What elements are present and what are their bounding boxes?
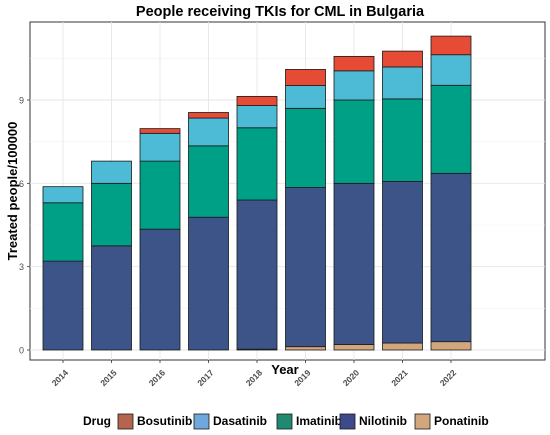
bar-segment-dasatinib-2022	[430, 54, 472, 86]
chart-title: People receiving TKIs for CML in Bulgari…	[136, 4, 425, 20]
legend-swatch-nilotinib	[339, 413, 356, 430]
x-tick-label: 2018	[244, 367, 265, 388]
bar-segment-imatinib-2021	[382, 98, 423, 182]
x-tick-label: 2014	[50, 367, 71, 388]
bar-segment-nilotinib-2021	[382, 180, 423, 344]
bar-segment-bosutinib-2019	[285, 69, 326, 86]
bar-segment-dasatinib-2016	[139, 132, 181, 162]
legend-swatch-dasatinib	[193, 413, 210, 430]
x-axis-title: Year	[271, 362, 298, 377]
bar-segment-imatinib-2015	[91, 182, 132, 247]
x-tick-label: 2020	[341, 367, 362, 388]
bar-segment-dasatinib-2015	[91, 160, 132, 184]
bar-segment-bosutinib-2017	[188, 112, 229, 119]
legend-label-imatinib: Imatinib	[296, 414, 342, 428]
y-tick-label: 9	[19, 96, 24, 106]
bar-segment-imatinib-2014	[42, 202, 84, 262]
bar-segment-dasatinib-2020	[333, 70, 375, 101]
bar-segment-ponatinib-2019	[285, 346, 326, 351]
bar-segment-ponatinib-2020	[333, 344, 375, 351]
bar-segment-nilotinib-2019	[285, 187, 326, 348]
y-tick-label: 6	[19, 179, 24, 189]
bar-segment-dasatinib-2019	[285, 85, 326, 109]
legend-label-nilotinib: Nilotinib	[359, 414, 407, 428]
bar-segment-bosutinib-2022	[430, 35, 472, 56]
bar-segment-nilotinib-2018	[236, 199, 278, 350]
x-tick-label: 2021	[389, 367, 410, 388]
bar-segment-imatinib-2019	[285, 107, 326, 188]
bar-segment-imatinib-2018	[236, 127, 278, 201]
legend-label-dasatinib: Dasatinib	[213, 414, 267, 428]
bar-segment-nilotinib-2022	[430, 172, 472, 343]
bar-segment-dasatinib-2017	[188, 117, 229, 147]
bar-segment-nilotinib-2015	[91, 245, 132, 351]
x-tick-label: 2015	[98, 367, 119, 388]
bar-segment-imatinib-2020	[333, 99, 375, 184]
legend-swatch-bosutinib	[117, 413, 134, 430]
legend-label-bosutinib: Bosutinib	[137, 414, 192, 428]
bar-segment-imatinib-2022	[430, 84, 472, 174]
y-tick-label: 3	[19, 262, 24, 272]
bar-segment-bosutinib-2018	[236, 95, 278, 106]
legend-swatch-ponatinib	[414, 413, 431, 430]
x-tick-label: 2017	[195, 367, 216, 388]
legend-title: Drug	[83, 414, 111, 428]
bar-segment-nilotinib-2020	[333, 182, 375, 345]
bar-segment-dasatinib-2018	[236, 105, 278, 129]
legend: Drug Bosutinib Dasatinib Imatinib Nilotinib…	[83, 413, 489, 430]
y-axis: 0 3 6 9	[19, 96, 30, 356]
x-tick-label: 2016	[147, 367, 168, 388]
bar-segment-nilotinib-2014	[42, 260, 84, 351]
bar-segment-nilotinib-2016	[139, 228, 181, 351]
bar-segment-imatinib-2016	[139, 160, 181, 230]
bar-segment-bosutinib-2016	[139, 128, 181, 134]
bar-segment-ponatinib-2022	[430, 341, 472, 351]
bar-segment-dasatinib-2014	[42, 186, 84, 204]
bar-segment-bosutinib-2020	[333, 55, 375, 72]
bar-segment-ponatinib-2021	[382, 342, 423, 351]
x-axis: 2014 2015 2016 2017 2018 2019 2020 2021 2022	[50, 360, 459, 388]
y-tick-label: 0	[19, 346, 24, 356]
bar-segment-imatinib-2017	[188, 145, 229, 218]
legend-swatch-imatinib	[276, 413, 293, 430]
bar-layer	[42, 35, 472, 351]
bar-segment-bosutinib-2021	[382, 50, 423, 68]
legend-label-ponatinib: Ponatinib	[434, 414, 489, 428]
x-tick-label: 2022	[438, 367, 459, 388]
y-axis-title: Treated people/100000	[5, 122, 20, 261]
bar-segment-nilotinib-2017	[188, 216, 229, 351]
bar-segment-dasatinib-2021	[382, 66, 423, 100]
